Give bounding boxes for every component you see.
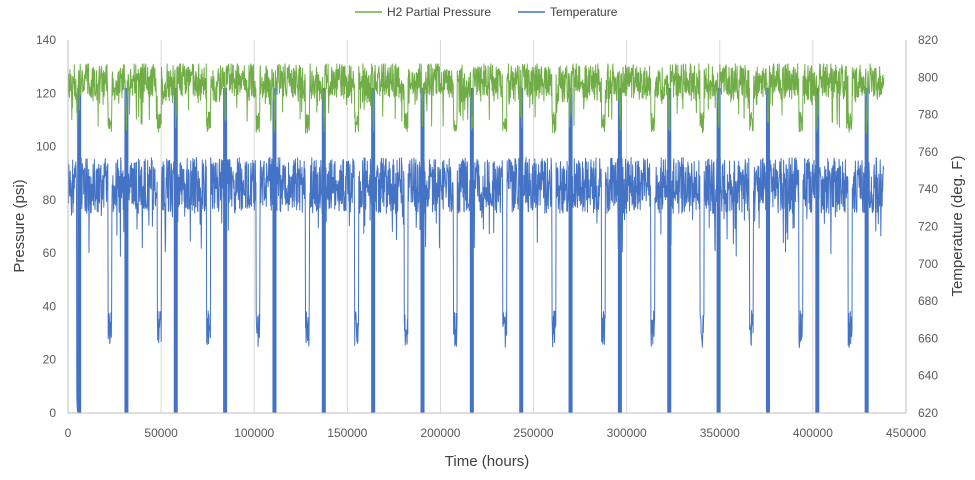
- x-tick-label-9: 450000: [886, 426, 926, 440]
- temperature-shutdown-4: [321, 87, 326, 413]
- y-tick-label-2: 40: [43, 299, 57, 313]
- y-tick-label-5: 100: [36, 140, 56, 154]
- temperature-shutdown-11: [667, 87, 672, 413]
- y2-tick-label-8: 780: [918, 108, 938, 122]
- temperature-shutdown-3: [272, 87, 277, 413]
- temperature-shutdown-2: [223, 87, 228, 413]
- temperature-shutdown-8: [519, 87, 524, 413]
- legend: H2 Partial Pressure Temperature: [355, 5, 618, 19]
- x-tick-label-3: 150000: [327, 426, 367, 440]
- y2-tick-label-10: 820: [918, 33, 938, 47]
- y2-tick-label-9: 800: [918, 70, 938, 84]
- temperature-shutdown-15: [864, 87, 869, 413]
- axes: [67, 40, 907, 414]
- y-axis-title: Pressure (psi): [11, 179, 28, 272]
- temperature-shutdown-start: [77, 87, 82, 413]
- temperature-shutdown-10: [617, 87, 622, 413]
- y2-tick-label-4: 700: [918, 257, 938, 271]
- y-tick-label-7: 140: [36, 33, 56, 47]
- legend-label-pressure: H2 Partial Pressure: [387, 5, 491, 19]
- y-tick-label-1: 20: [43, 353, 57, 367]
- x-tick-label-6: 300000: [607, 426, 647, 440]
- x-tick-label-2: 100000: [234, 426, 274, 440]
- y2-tick-label-5: 720: [918, 220, 938, 234]
- series-temperature: [67, 87, 885, 414]
- temperature-shutdown-0: [124, 87, 129, 413]
- temperature-shutdown-7: [469, 87, 474, 413]
- x-tick-label-7: 350000: [700, 426, 740, 440]
- x-axis-title: Time (hours): [445, 453, 529, 470]
- y2-tick-label-7: 760: [918, 145, 938, 159]
- x-tick-label-1: 50000: [144, 426, 178, 440]
- y2-tick-label-1: 640: [918, 369, 938, 383]
- temperature-shutdown-6: [420, 87, 425, 413]
- y2-tick-label-0: 620: [918, 406, 938, 420]
- x-tick-label-0: 0: [65, 426, 72, 440]
- tick-labels: 0 50000 100000 150000 200000 250000 300000 3500…: [36, 33, 938, 440]
- legend-label-temperature: Temperature: [550, 5, 618, 19]
- x-tick-label-5: 250000: [514, 426, 554, 440]
- x-tick-label-4: 200000: [420, 426, 460, 440]
- temperature-shutdown-1: [173, 87, 178, 413]
- temperature-shutdown-14: [815, 87, 820, 413]
- y-tick-label-6: 120: [36, 86, 56, 100]
- series-h2-partial-pressure: [67, 63, 885, 134]
- y2-tick-label-6: 740: [918, 182, 938, 196]
- temperature-shutdown-12: [716, 87, 721, 413]
- temperature-shutdown-9: [568, 87, 573, 413]
- y2-tick-label-2: 660: [918, 331, 938, 345]
- y2-axis-title: Temperature (deg. F): [949, 156, 966, 297]
- y2-tick-label-3: 680: [918, 294, 938, 308]
- x-tick-label-8: 400000: [793, 426, 833, 440]
- y-tick-label-4: 80: [43, 193, 57, 207]
- temperature-shutdown-5: [371, 87, 376, 413]
- temperature-shutdown-13: [765, 87, 770, 413]
- pressure-line: [67, 63, 885, 134]
- y-tick-label-0: 0: [49, 406, 56, 420]
- temperature-line: [67, 157, 885, 414]
- y-tick-label-3: 60: [43, 246, 57, 260]
